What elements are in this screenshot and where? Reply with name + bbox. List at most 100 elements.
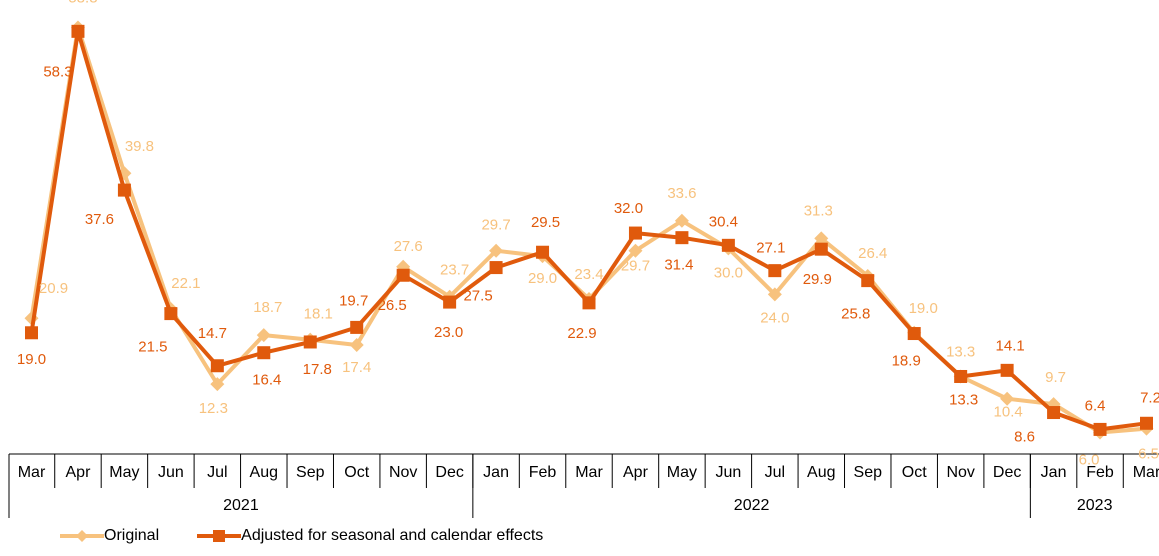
adjusted-point bbox=[117, 183, 131, 197]
original-data-label: 39.8 bbox=[125, 138, 154, 155]
adjusted-point bbox=[164, 307, 178, 321]
adjusted-data-label: 31.4 bbox=[664, 257, 693, 274]
adjusted-data-label: 29.5 bbox=[531, 214, 560, 231]
adjusted-data-label: 25.8 bbox=[841, 306, 870, 323]
month-tick-label: Oct bbox=[902, 464, 927, 481]
month-tick-label: Mar bbox=[1133, 464, 1159, 481]
original-data-label: 18.7 bbox=[253, 299, 282, 316]
month-tick-label: Jul bbox=[765, 464, 785, 481]
data-labels-original: 20.9 58.8 39.8 22.1 12.3 18.7 18.1 17.4 27.6 23.7… bbox=[39, 0, 1159, 468]
original-point bbox=[256, 328, 271, 343]
original-point bbox=[767, 287, 782, 302]
x-axis: Mar Apr May Jun Jul Aug Sep Oct Nov Dec Jan Feb Mar A… bbox=[8, 453, 1159, 518]
adjusted-data-label: 14.7 bbox=[198, 325, 227, 342]
month-tick-label: May bbox=[109, 464, 139, 481]
adjusted-data-label: 19.0 bbox=[17, 351, 46, 368]
original-data-label: 22.1 bbox=[171, 275, 200, 292]
month-tick-label: Mar bbox=[575, 464, 603, 481]
original-data-label: 23.7 bbox=[440, 262, 469, 279]
adjusted-point bbox=[257, 346, 271, 360]
original-point bbox=[349, 338, 364, 353]
adjusted-data-label: 37.6 bbox=[85, 211, 114, 228]
adjusted-point bbox=[675, 231, 689, 245]
month-tick-label: Dec bbox=[993, 464, 1021, 481]
month-tick-label: Jan bbox=[483, 464, 509, 481]
legend-swatch-adjusted bbox=[197, 530, 242, 542]
original-data-label: 12.3 bbox=[199, 400, 228, 417]
adjusted-data-label: 19.7 bbox=[339, 292, 368, 309]
month-tick-label: Feb bbox=[1086, 464, 1114, 481]
adjusted-data-label: 8.6 bbox=[1014, 429, 1035, 446]
adjusted-point bbox=[210, 359, 224, 373]
adjusted-data-label: 29.9 bbox=[803, 271, 832, 288]
adjusted-point bbox=[1140, 416, 1153, 430]
original-point bbox=[814, 231, 829, 246]
original-data-label: 33.6 bbox=[667, 185, 696, 202]
adjusted-point bbox=[907, 327, 921, 341]
original-data-label: 24.0 bbox=[760, 309, 789, 326]
adjusted-point bbox=[536, 245, 550, 259]
month-tick-label: Jun bbox=[715, 464, 741, 481]
adjusted-point bbox=[582, 296, 596, 310]
adjusted-point bbox=[1000, 363, 1014, 377]
original-data-label: 9.7 bbox=[1045, 369, 1066, 386]
legend-label-original: Original bbox=[104, 527, 160, 544]
original-data-label: 17.4 bbox=[342, 359, 371, 376]
adjusted-data-label: 32.0 bbox=[614, 200, 643, 217]
adjusted-point bbox=[628, 226, 642, 240]
adjusted-data-label: 13.3 bbox=[949, 391, 978, 408]
legend-item-adjusted: Adjusted for seasonal and calendar effec… bbox=[197, 527, 543, 545]
original-data-label: 29.0 bbox=[528, 270, 557, 287]
adjusted-point bbox=[1047, 406, 1061, 420]
month-tick-label: Nov bbox=[389, 464, 417, 481]
month-tick-label: Sep bbox=[854, 464, 883, 481]
adjusted-point bbox=[721, 238, 735, 252]
adjusted-point bbox=[861, 274, 875, 288]
original-data-label: 10.4 bbox=[994, 404, 1023, 421]
original-data-label: 20.9 bbox=[39, 280, 68, 297]
original-point bbox=[674, 213, 689, 228]
month-tick-label: Dec bbox=[435, 464, 463, 481]
adjusted-data-label: 14.1 bbox=[996, 337, 1025, 354]
original-data-label: 29.7 bbox=[621, 258, 650, 275]
adjusted-data-label: 27.5 bbox=[463, 288, 492, 305]
original-data-label: 23.4 bbox=[574, 266, 603, 283]
original-data-label: 6.5 bbox=[1138, 446, 1159, 463]
adjusted-data-label: 16.4 bbox=[252, 372, 281, 389]
original-point bbox=[1000, 391, 1015, 406]
original-data-label: 30.0 bbox=[714, 264, 743, 281]
month-tick-label: May bbox=[667, 464, 697, 481]
legend-swatch-original bbox=[60, 530, 104, 542]
data-labels-adjusted: 19.0 58.3 37.6 21.5 14.7 16.4 17.8 19.7 26.5 23.0… bbox=[17, 63, 1159, 445]
original-data-label: 29.7 bbox=[481, 217, 510, 234]
original-point bbox=[489, 243, 504, 258]
legend: Original Adjusted for seasonal and calen… bbox=[60, 523, 581, 549]
adjusted-point bbox=[396, 268, 410, 282]
adjusted-data-label: 18.9 bbox=[892, 353, 921, 370]
year-tick-label: 2021 bbox=[223, 497, 259, 514]
adjusted-data-label: 23.0 bbox=[434, 324, 463, 341]
original-point bbox=[210, 377, 225, 392]
month-tick-label: Nov bbox=[946, 464, 974, 481]
original-point bbox=[628, 243, 643, 258]
adjusted-line bbox=[29, 29, 1147, 432]
month-tick-label: Aug bbox=[250, 464, 278, 481]
original-data-label: 58.8 bbox=[68, 0, 97, 7]
month-tick-label: Feb bbox=[529, 464, 557, 481]
adjusted-data-label: 30.4 bbox=[709, 213, 738, 230]
month-tick-label: Jan bbox=[1041, 464, 1067, 481]
adjusted-point bbox=[954, 369, 968, 383]
legend-item-original: Original bbox=[60, 527, 159, 545]
month-tick-label: Jun bbox=[158, 464, 184, 481]
adjusted-data-label: 21.5 bbox=[138, 339, 167, 356]
adjusted-point bbox=[768, 264, 782, 278]
adjusted-point bbox=[814, 242, 828, 256]
legend-label-adjusted: Adjusted for seasonal and calendar effec… bbox=[241, 527, 544, 544]
adjusted-point bbox=[71, 24, 85, 38]
adjusted-data-label: 26.5 bbox=[378, 297, 407, 314]
month-tick-label: Oct bbox=[344, 464, 369, 481]
series-adjusted bbox=[25, 24, 1153, 436]
adjusted-point bbox=[489, 261, 503, 275]
original-line bbox=[29, 25, 1147, 435]
adjusted-data-label: 6.4 bbox=[1085, 397, 1106, 414]
